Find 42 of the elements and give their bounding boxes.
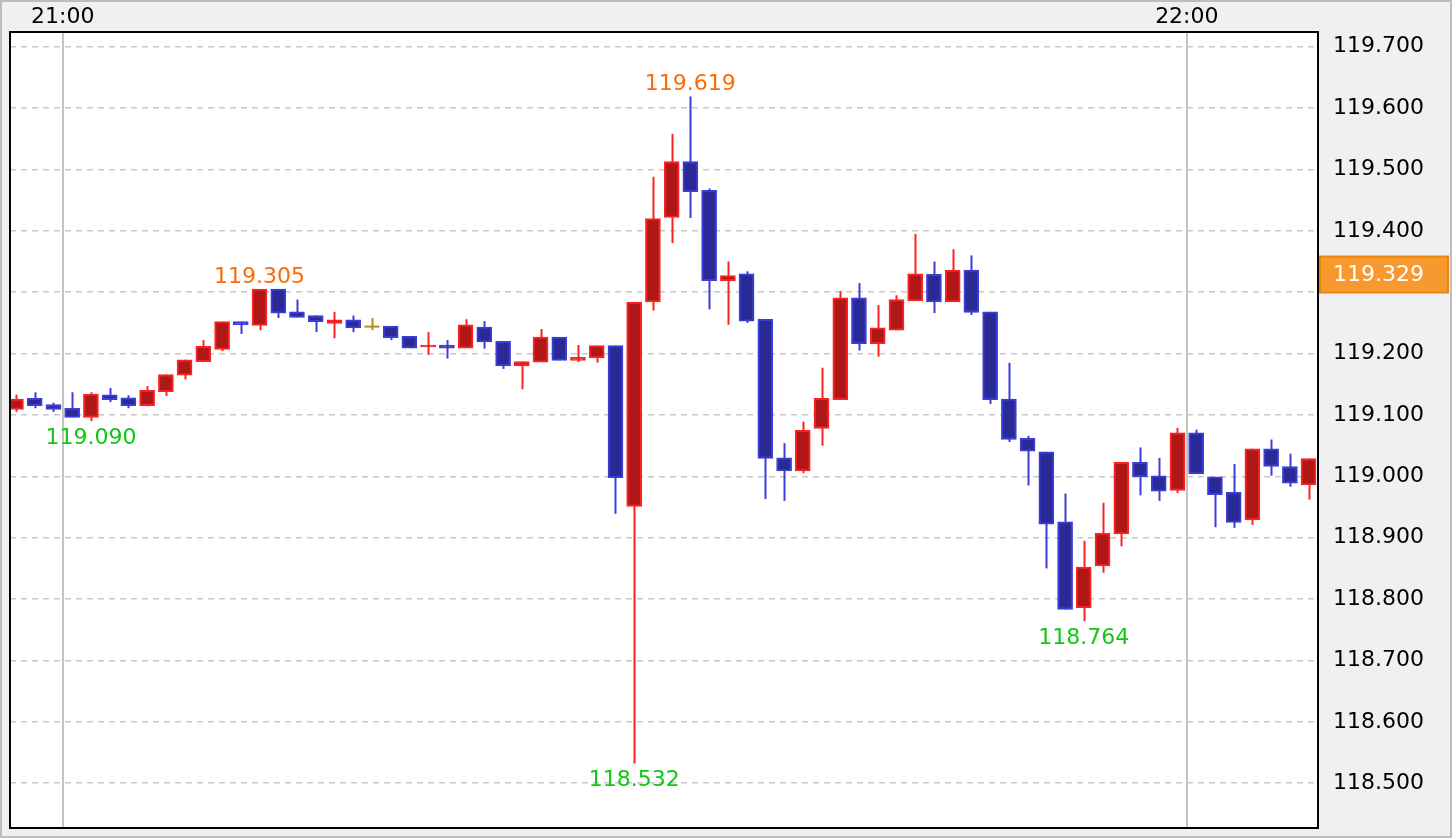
y-tick-label: 119.600	[1333, 93, 1424, 119]
candlestick	[1150, 456, 1167, 502]
y-tick-label: 119.200	[1333, 339, 1424, 365]
candlestick	[869, 304, 886, 358]
candlestick	[1019, 434, 1036, 487]
candlestick	[439, 339, 455, 360]
candlestick	[457, 318, 474, 350]
y-tick-label: 118.700	[1333, 646, 1424, 672]
candlestick	[326, 310, 343, 340]
candlestick	[270, 288, 287, 319]
text: 119.329	[1333, 261, 1424, 287]
y-tick-label: 119.100	[1333, 400, 1424, 426]
annotation: 119.619	[644, 70, 736, 96]
candlestick	[776, 442, 792, 502]
y-tick-label: 119.400	[1333, 216, 1424, 242]
candlestick	[1263, 438, 1279, 477]
candlestick	[1132, 446, 1148, 497]
candlestick	[1282, 452, 1298, 488]
candlestick	[495, 340, 511, 370]
y-tick-label: 118.500	[1333, 768, 1424, 794]
candlestick	[907, 232, 923, 302]
y-tick-label: 118.900	[1333, 523, 1424, 549]
candlestick	[1207, 475, 1223, 529]
y-tick-label: 118.600	[1333, 707, 1424, 733]
y-tick-label: 119.500	[1333, 155, 1424, 181]
y-tick-label: 119.000	[1333, 462, 1424, 488]
candlestick	[1300, 457, 1317, 501]
candlestick	[513, 360, 530, 391]
y-tick-label: 118.800	[1333, 584, 1424, 610]
annotation: 119.090	[45, 423, 137, 449]
annotation: 118.532	[588, 766, 680, 792]
candlestick	[195, 339, 212, 363]
candlestick	[532, 328, 549, 364]
y-tick-label: 119.700	[1333, 32, 1424, 58]
x-tick-label: 22:00	[1155, 2, 1219, 28]
annotation: 119.305	[214, 262, 306, 288]
candlestick	[720, 260, 736, 326]
x-tick-label: 21:00	[31, 2, 95, 28]
candlestick	[64, 391, 80, 419]
candlestick	[83, 391, 99, 423]
candlestick	[476, 320, 493, 350]
annotation: 118.764	[1038, 623, 1130, 649]
